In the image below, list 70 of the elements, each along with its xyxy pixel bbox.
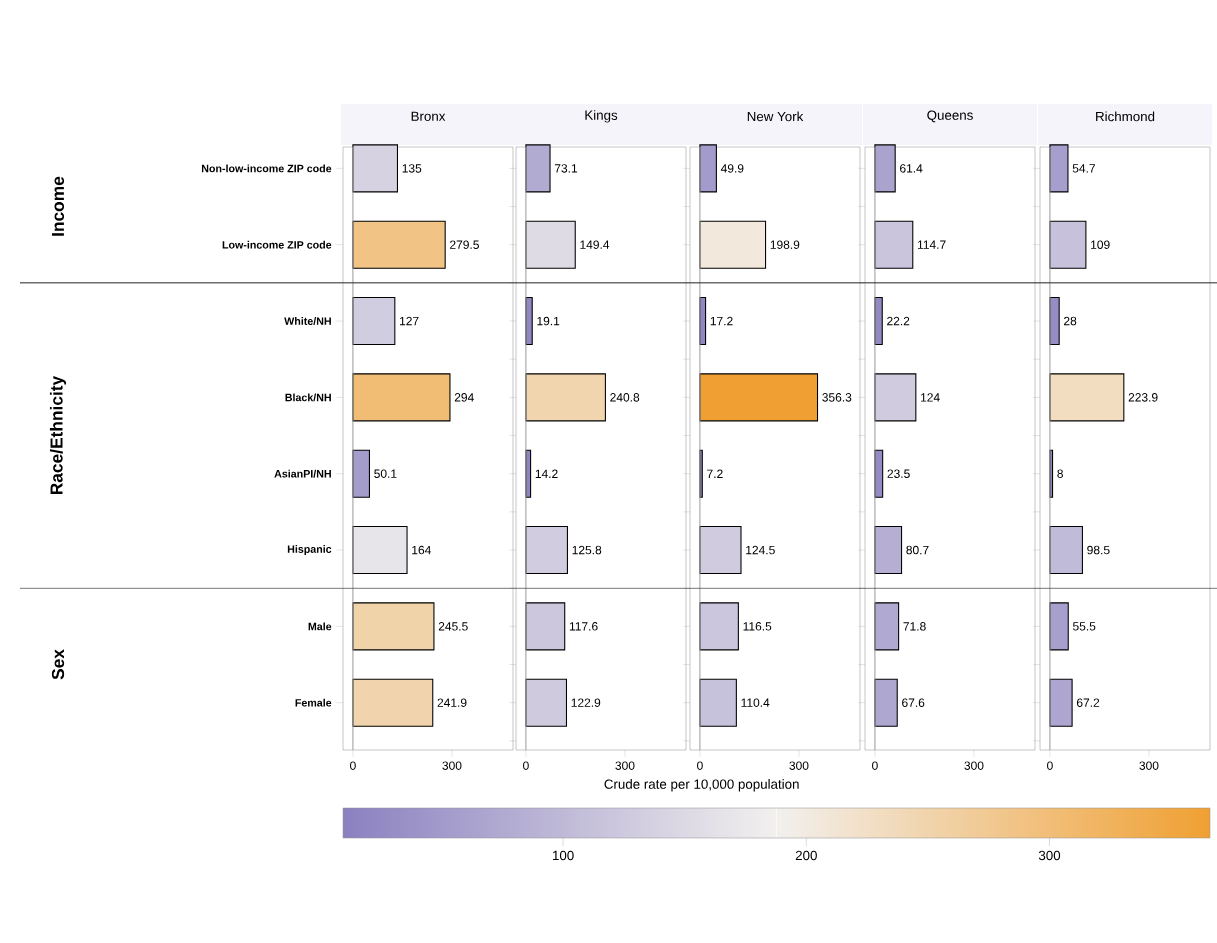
data-label: 279.5 — [450, 240, 479, 249]
x-tick-label: 0 — [697, 761, 703, 770]
data-label: 54.7 — [1072, 164, 1095, 173]
y-tick-label: Hispanic — [287, 545, 332, 556]
y-tick-label: White/NH — [284, 317, 331, 326]
data-label: 14.2 — [535, 469, 558, 478]
data-label: 110.4 — [741, 698, 770, 707]
data-label: 73.1 — [554, 164, 578, 173]
data-label: 127 — [400, 316, 419, 326]
data-label: 55.5 — [1072, 622, 1096, 631]
data-label: 17.2 — [710, 316, 733, 326]
data-label: 240.8 — [610, 393, 640, 402]
text: Income — [51, 176, 65, 236]
text: Race/Ethnicity — [49, 375, 67, 495]
x-tick-label: 300 — [789, 761, 809, 770]
data-label: 109 — [1091, 240, 1110, 249]
data-label: 241.9 — [437, 698, 467, 707]
data-label: 124.5 — [746, 545, 775, 555]
chart-title: New York — [747, 111, 804, 122]
data-label: 19.1 — [537, 316, 560, 326]
chart-title: Bronx — [411, 111, 446, 121]
x-tick-label: 0 — [1047, 761, 1053, 770]
y-tick-label: Low-income ZIP code — [222, 240, 332, 249]
x-tick-label: 300 — [615, 761, 635, 770]
x-tick-label: 300 — [1139, 761, 1159, 770]
data-label: 49.9 — [720, 164, 744, 173]
data-label: 61.4 — [900, 164, 923, 173]
data-label: 122.9 — [571, 698, 601, 707]
data-label: 356.3 — [822, 393, 852, 402]
data-label: 116.5 — [743, 622, 772, 631]
y-tick-label: Male — [308, 622, 332, 631]
y-tick-label: Non-low-income ZIP code — [201, 164, 332, 173]
data-label: 149.4 — [580, 240, 610, 249]
color-bar-label: 200 — [795, 850, 817, 861]
data-label: 50.1 — [374, 469, 397, 478]
x-tick-label: 300 — [442, 761, 462, 770]
data-label: 294 — [454, 393, 474, 402]
data-label: 245.5 — [438, 622, 468, 631]
y-tick-label: AsianPI/NH — [274, 469, 331, 478]
chart-title: Richmond — [1096, 111, 1155, 122]
x-tick-label: 0 — [350, 761, 356, 770]
x-axis-title: Crude rate per 10,000 population — [604, 779, 799, 792]
data-label: 164 — [412, 545, 431, 555]
data-label: 28 — [1064, 316, 1077, 326]
color-bar-label: 100 — [553, 850, 574, 861]
data-label: 80.7 — [906, 545, 929, 555]
x-tick-label: 300 — [964, 761, 984, 770]
x-tick-label: 0 — [523, 761, 529, 770]
data-label: 223.9 — [1128, 393, 1158, 402]
x-tick-label: 0 — [872, 761, 878, 770]
data-label: 125.8 — [572, 545, 602, 555]
y-tick-label: Black/NH — [285, 393, 331, 402]
y-tick-label: Female — [295, 698, 332, 707]
color-bar-label: 300 — [1038, 850, 1061, 861]
data-label: 98.5 — [1087, 545, 1110, 555]
data-label: 8 — [1057, 469, 1063, 478]
data-label: 71.8 — [903, 622, 926, 631]
chart-title: Kings — [585, 110, 618, 123]
data-label: 7.2 — [707, 469, 723, 478]
text: Sex — [51, 649, 65, 680]
data-label: 22.2 — [887, 316, 910, 326]
data-label: 67.6 — [902, 698, 925, 707]
chart-title: Queens — [927, 110, 973, 123]
data-label: 198.9 — [770, 240, 800, 249]
data-label: 114.7 — [917, 240, 946, 249]
data-label: 117.6 — [569, 622, 598, 631]
data-label: 135 — [402, 164, 422, 173]
data-label: 23.5 — [887, 469, 910, 478]
data-label: 124 — [921, 393, 940, 402]
data-label: 67.2 — [1076, 698, 1100, 707]
